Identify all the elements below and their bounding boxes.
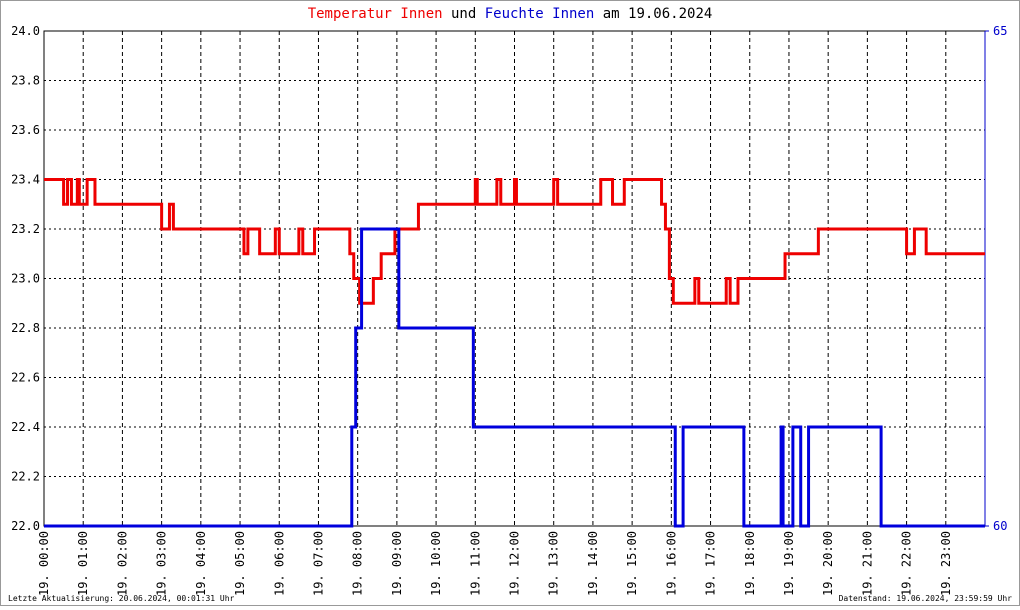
data-line [44, 227, 985, 528]
x-tick-label: 19. 03:00 [155, 531, 169, 596]
x-tick-label: 19. 02:00 [115, 531, 129, 596]
x-tick-label: 19. 18:00 [743, 531, 757, 596]
x-tick-label: 19. 09:00 [390, 531, 404, 596]
x-tick-label: 19. 15:00 [625, 531, 639, 596]
x-tick-label: 19. 20:00 [821, 531, 835, 596]
x-tick-label: 19. 17:00 [704, 531, 718, 596]
x-tick-label: 19. 14:00 [586, 531, 600, 596]
x-tick-label: 19. 01:00 [76, 531, 90, 596]
x-tick-label: 19. 23:00 [939, 531, 953, 596]
x-tick-label: 19. 11:00 [468, 531, 482, 596]
y-tick-label: 23.0 [11, 272, 40, 286]
x-tick-label: 19. 06:00 [272, 531, 286, 596]
x-tick-label: 19. 16:00 [664, 531, 678, 596]
x-tick-label: 19. 19:00 [782, 531, 796, 596]
y-tick-label: 24.0 [11, 24, 40, 38]
y-tick-label: 22.0 [11, 519, 40, 533]
title-part: und [451, 6, 476, 22]
title-part: Feuchte Innen [485, 6, 595, 22]
title-part: Temperatur Innen [308, 6, 443, 22]
footer-right: Datenstand: 19.06.2024, 23:59:59 Uhr [839, 594, 1013, 603]
y-tick-label: 23.8 [11, 74, 40, 88]
x-tick-label: 19. 00:00 [37, 531, 51, 596]
y-tick-label: 22.4 [11, 420, 40, 434]
x-tick-label: 19. 22:00 [900, 531, 914, 596]
x-tick-label: 19. 07:00 [311, 531, 325, 596]
x-tick-label: 19. 04:00 [194, 531, 208, 596]
y2-tick-label: 60 [993, 519, 1007, 533]
y-tick-label: 22.6 [11, 371, 40, 385]
footer-left: Letzte Aktualisierung: 20.06.2024, 00:01… [8, 594, 235, 603]
y-tick-label: 22.8 [11, 321, 40, 335]
chart-title: Temperatur Innen und Feuchte Innen am 19… [308, 6, 713, 22]
x-tick-label: 19. 10:00 [429, 531, 443, 596]
y-tick-label: 23.6 [11, 123, 40, 137]
x-tick-label: 19. 08:00 [351, 531, 365, 596]
title-part: am 19.06.2024 [603, 6, 713, 22]
y2-tick-label: 65 [993, 24, 1007, 38]
y-tick-label: 23.2 [11, 222, 40, 236]
data-line [44, 178, 985, 305]
y-tick-label: 23.4 [11, 173, 40, 187]
x-tick-label: 19. 05:00 [233, 531, 247, 596]
x-tick-label: 19. 12:00 [508, 531, 522, 596]
x-tick-label: 19. 21:00 [860, 531, 874, 596]
x-tick-label: 19. 13:00 [547, 531, 561, 596]
y-tick-label: 22.2 [11, 470, 40, 484]
